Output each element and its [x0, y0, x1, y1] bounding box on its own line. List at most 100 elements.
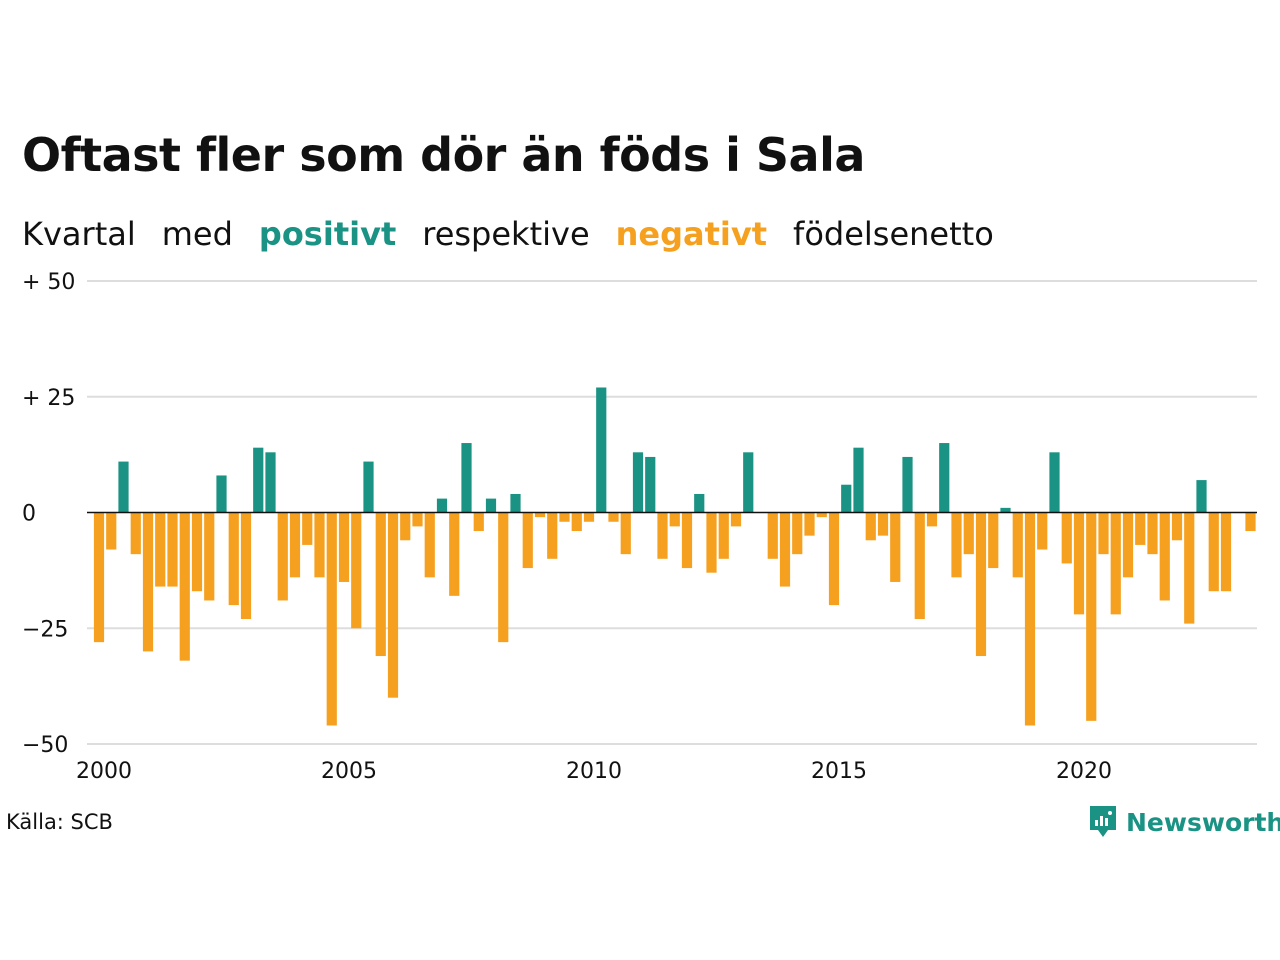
- bar: [363, 461, 374, 513]
- bar: [804, 512, 815, 536]
- bar: [1098, 512, 1109, 555]
- bar: [816, 512, 827, 518]
- bar: [314, 512, 325, 578]
- bar: [1135, 512, 1146, 545]
- x-tick-label: 2005: [321, 759, 377, 784]
- bar: [1037, 512, 1048, 550]
- bar: [265, 452, 276, 513]
- newsworthy-chart-bubble-icon: [1090, 806, 1116, 837]
- y-tick-label: 0: [22, 502, 36, 527]
- bar: [485, 498, 497, 513]
- bar: [694, 493, 705, 513]
- bar: [902, 456, 913, 513]
- bar: [1061, 512, 1072, 564]
- bar: [167, 512, 178, 587]
- bar: [240, 512, 252, 619]
- bar: [1024, 512, 1036, 726]
- bar: [1147, 512, 1158, 555]
- bar: [951, 512, 962, 578]
- logo-text: Newsworthy: [1126, 807, 1280, 837]
- bar: [547, 512, 558, 559]
- bar: [277, 512, 288, 601]
- bar: [436, 498, 448, 513]
- subtitle-negative-label: negativt: [615, 215, 768, 253]
- bar: [155, 512, 166, 587]
- bar: [351, 512, 362, 629]
- bar: [706, 512, 717, 573]
- bar: [1122, 512, 1134, 578]
- bar: [571, 512, 582, 532]
- bar: [1171, 512, 1183, 541]
- bar: [228, 512, 239, 606]
- y-tick-label: −50: [22, 733, 68, 758]
- bar-chart: + 50 + 25 0 −25 −50 2000 2005 2010 2015 2020: [22, 270, 1257, 784]
- bar: [939, 443, 950, 513]
- bar: [338, 512, 350, 582]
- bar: [412, 512, 423, 527]
- bar: [1208, 512, 1219, 592]
- bar: [461, 443, 472, 513]
- bar: [767, 512, 778, 559]
- bar: [142, 512, 154, 652]
- chart-subtitle: Kvartal med positivt respektive negativt föde…: [22, 215, 1020, 253]
- bar: [669, 512, 680, 527]
- bar: [853, 447, 864, 513]
- bar: [620, 512, 631, 555]
- newsworthy-logo: Newsworthy: [1088, 804, 1280, 840]
- bar: [375, 512, 386, 657]
- bar: [387, 512, 399, 698]
- bar: [645, 456, 656, 513]
- chart-title: Oftast fler som dör än föds i Sala: [22, 128, 865, 182]
- bar: [522, 512, 533, 569]
- bar: [253, 447, 264, 513]
- bar: [1086, 512, 1097, 721]
- x-tick-label: 2015: [811, 759, 867, 784]
- bar: [779, 512, 791, 587]
- x-tick-label: 2000: [76, 759, 132, 784]
- bar: [118, 461, 129, 513]
- bar: [1245, 512, 1256, 532]
- bar: [681, 512, 693, 569]
- bar: [534, 512, 546, 518]
- bar: [289, 512, 301, 578]
- bar: [608, 512, 619, 522]
- bar: [302, 512, 313, 545]
- bar: [424, 512, 435, 578]
- bar: [657, 512, 668, 559]
- bar: [498, 512, 509, 643]
- bar: [510, 493, 521, 513]
- bar: [93, 512, 105, 643]
- bar: [583, 512, 595, 522]
- bar: [1049, 452, 1060, 513]
- bar: [865, 512, 876, 541]
- subtitle-word: respektive: [422, 215, 590, 253]
- bar: [914, 512, 925, 619]
- y-tick-label: + 25: [22, 386, 75, 411]
- x-tick-label: 2020: [1056, 759, 1112, 784]
- bar: [179, 512, 190, 661]
- bar: [718, 512, 729, 559]
- bar: [1073, 512, 1085, 615]
- bar: [963, 512, 974, 555]
- bar: [926, 512, 938, 527]
- bar: [1184, 512, 1195, 624]
- bar: [792, 512, 803, 555]
- bar: [828, 512, 840, 606]
- bar: [890, 512, 901, 582]
- subtitle-word: födelsenetto: [793, 215, 994, 253]
- bar: [841, 484, 852, 513]
- bar: [106, 512, 117, 550]
- bar: [559, 512, 570, 522]
- y-tick-label: −25: [22, 617, 68, 642]
- bar: [975, 512, 987, 657]
- bar: [400, 512, 411, 541]
- bar: [730, 512, 742, 527]
- bar: [204, 512, 215, 601]
- source-note: Källa: SCB: [6, 810, 113, 834]
- bar: [473, 512, 484, 532]
- bar: [988, 512, 999, 569]
- bar: [1220, 512, 1232, 592]
- bar: [596, 387, 607, 513]
- subtitle-word: Kvartal: [22, 215, 136, 253]
- bar: [877, 512, 889, 536]
